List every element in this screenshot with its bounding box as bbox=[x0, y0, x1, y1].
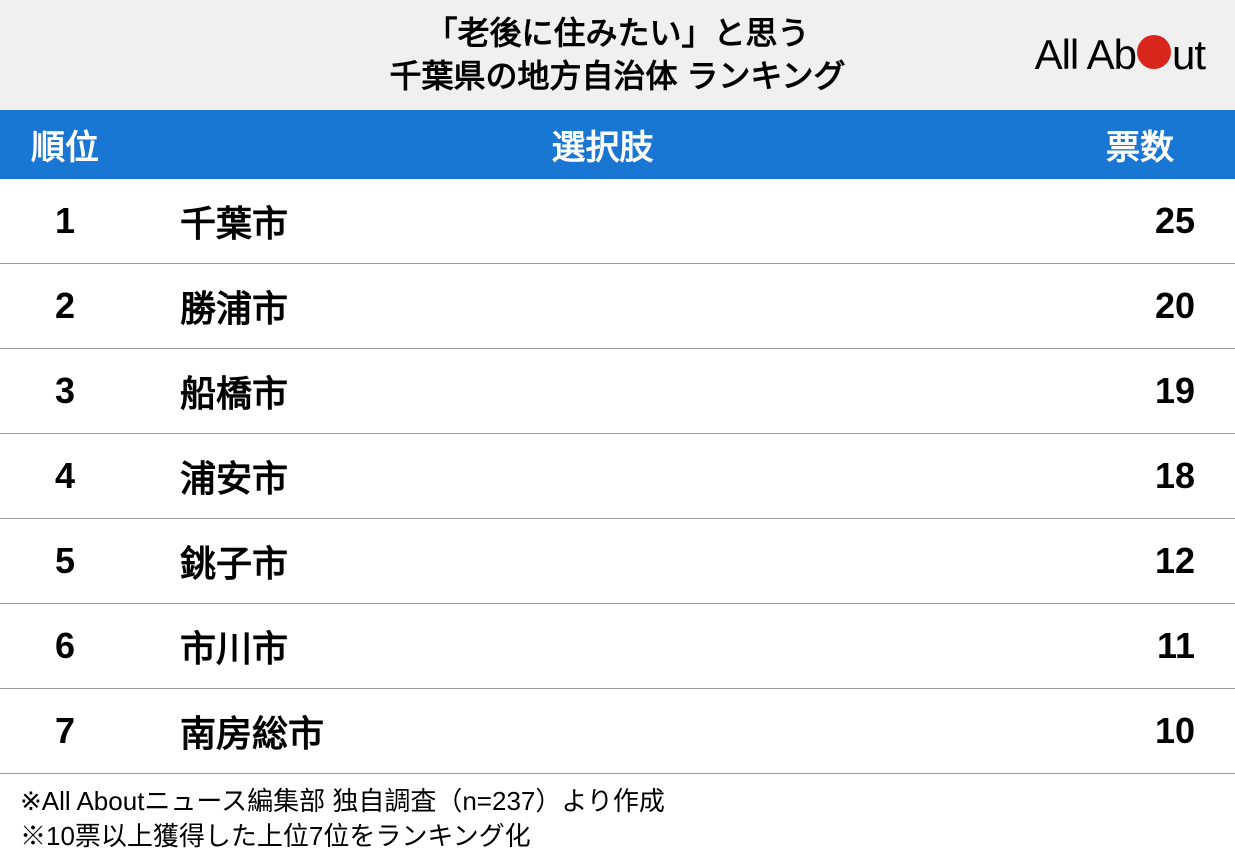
cell-choice: 銚子市 bbox=[130, 519, 1075, 604]
table-row: 4 浦安市 18 bbox=[0, 434, 1235, 519]
table-row: 3 船橋市 19 bbox=[0, 349, 1235, 434]
logo-text-before: All Ab bbox=[1035, 31, 1136, 79]
cell-choice: 浦安市 bbox=[130, 434, 1075, 519]
col-header-votes: 票数 bbox=[1075, 110, 1235, 179]
cell-rank: 4 bbox=[0, 434, 130, 519]
logo-text-after: ut bbox=[1172, 31, 1205, 79]
cell-choice: 市川市 bbox=[130, 604, 1075, 689]
footnote-1: ※All Aboutニュース編集部 独自調査（n=237）より作成 bbox=[20, 784, 1215, 819]
cell-rank: 1 bbox=[0, 179, 130, 264]
cell-choice: 南房総市 bbox=[130, 689, 1075, 774]
cell-votes: 18 bbox=[1075, 434, 1235, 519]
title-line-2: 千葉県の地方自治体 ランキング bbox=[30, 55, 1205, 98]
cell-votes: 20 bbox=[1075, 264, 1235, 349]
cell-rank: 3 bbox=[0, 349, 130, 434]
cell-choice: 船橋市 bbox=[130, 349, 1075, 434]
header: 「老後に住みたい」と思う 千葉県の地方自治体 ランキング All Ab ut bbox=[0, 0, 1235, 110]
title-line-1: 「老後に住みたい」と思う bbox=[30, 12, 1205, 55]
cell-rank: 5 bbox=[0, 519, 130, 604]
ranking-container: 「老後に住みたい」と思う 千葉県の地方自治体 ランキング All Ab ut 順位… bbox=[0, 0, 1235, 807]
table-body: 1 千葉市 25 2 勝浦市 20 3 船橋市 19 4 浦安市 18 5 銚子 bbox=[0, 179, 1235, 774]
cell-votes: 19 bbox=[1075, 349, 1235, 434]
cell-choice: 勝浦市 bbox=[130, 264, 1075, 349]
cell-rank: 7 bbox=[0, 689, 130, 774]
cell-votes: 11 bbox=[1075, 604, 1235, 689]
table-row: 6 市川市 11 bbox=[0, 604, 1235, 689]
cell-votes: 12 bbox=[1075, 519, 1235, 604]
col-header-choice: 選択肢 bbox=[130, 110, 1075, 179]
table-header-row: 順位 選択肢 票数 bbox=[0, 110, 1235, 179]
table-row: 1 千葉市 25 bbox=[0, 179, 1235, 264]
cell-votes: 25 bbox=[1075, 179, 1235, 264]
cell-rank: 6 bbox=[0, 604, 130, 689]
ranking-table: 順位 選択肢 票数 1 千葉市 25 2 勝浦市 20 3 船橋市 19 4 bbox=[0, 110, 1235, 774]
logo-dot-icon bbox=[1137, 35, 1171, 69]
col-header-rank: 順位 bbox=[0, 110, 130, 179]
title-wrap: 「老後に住みたい」と思う 千葉県の地方自治体 ランキング bbox=[30, 12, 1205, 98]
table-row: 7 南房総市 10 bbox=[0, 689, 1235, 774]
cell-votes: 10 bbox=[1075, 689, 1235, 774]
table-row: 2 勝浦市 20 bbox=[0, 264, 1235, 349]
allabout-logo: All Ab ut bbox=[1035, 31, 1205, 79]
table-row: 5 銚子市 12 bbox=[0, 519, 1235, 604]
cell-rank: 2 bbox=[0, 264, 130, 349]
cell-choice: 千葉市 bbox=[130, 179, 1075, 264]
footnote-2: ※10票以上獲得した上位7位をランキング化 bbox=[20, 819, 1215, 854]
footer: ※All Aboutニュース編集部 独自調査（n=237）より作成 ※10票以上… bbox=[0, 774, 1235, 864]
